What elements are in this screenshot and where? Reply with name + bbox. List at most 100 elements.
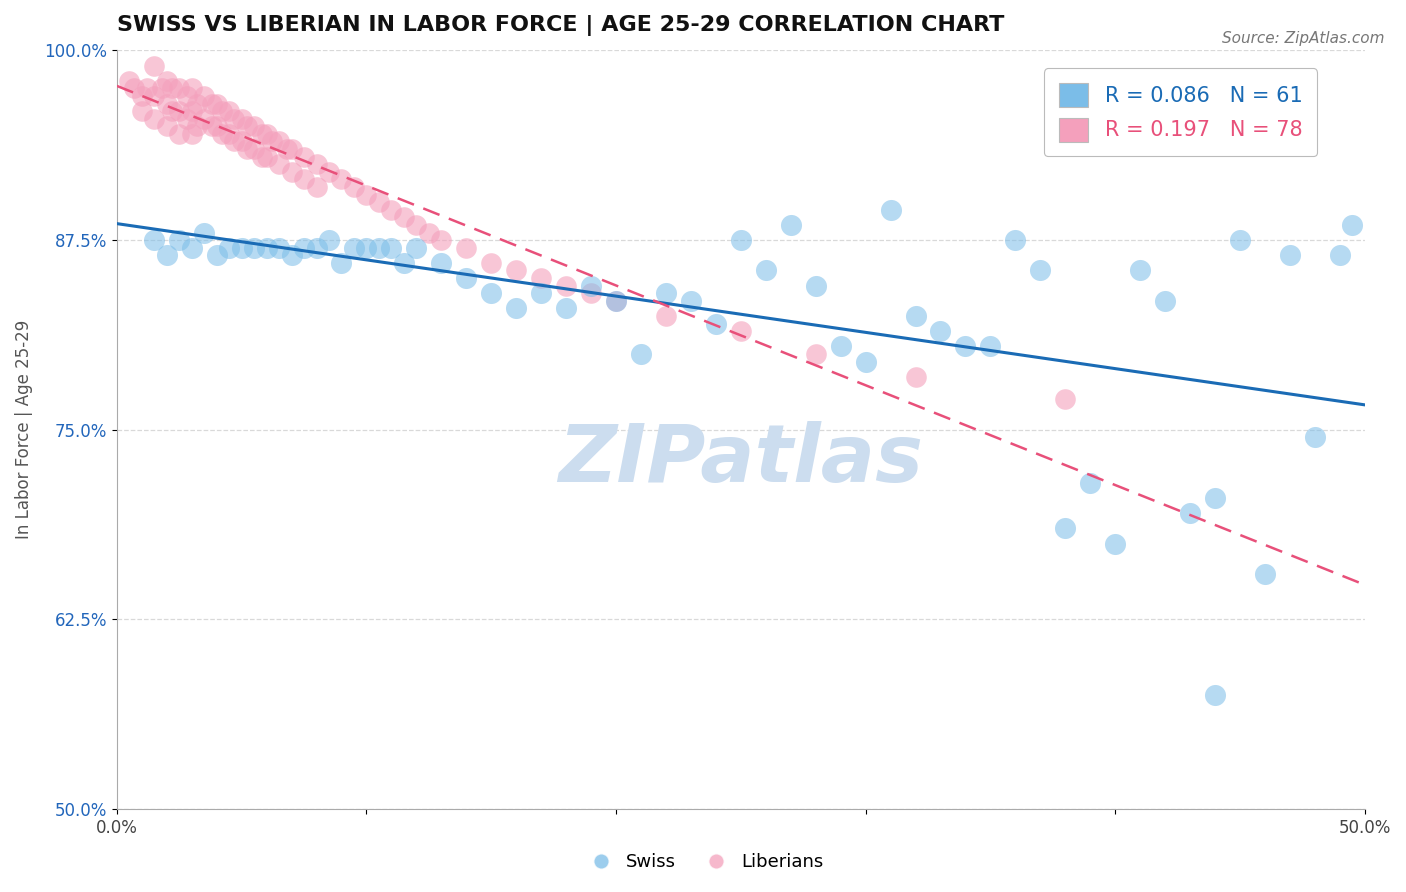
Point bbox=[176, 89, 198, 103]
Point bbox=[180, 104, 202, 119]
Point bbox=[356, 187, 378, 202]
Point bbox=[1329, 248, 1351, 262]
Point bbox=[280, 248, 302, 262]
Point bbox=[855, 354, 877, 368]
Point bbox=[1178, 506, 1201, 520]
Point bbox=[1278, 248, 1301, 262]
Point bbox=[904, 309, 927, 323]
Point bbox=[655, 309, 678, 323]
Point bbox=[1204, 689, 1226, 703]
Text: SWISS VS LIBERIAN IN LABOR FORCE | AGE 25-29 CORRELATION CHART: SWISS VS LIBERIAN IN LABOR FORCE | AGE 2… bbox=[117, 15, 1004, 36]
Point bbox=[205, 120, 228, 134]
Point bbox=[150, 81, 173, 95]
Point bbox=[305, 180, 328, 194]
Point bbox=[243, 120, 266, 134]
Point bbox=[180, 241, 202, 255]
Point bbox=[243, 241, 266, 255]
Point bbox=[605, 293, 627, 308]
Point bbox=[1229, 233, 1251, 247]
Point bbox=[201, 120, 224, 134]
Point bbox=[143, 89, 166, 103]
Point bbox=[118, 74, 141, 88]
Point bbox=[804, 347, 827, 361]
Point bbox=[479, 286, 502, 301]
Point bbox=[167, 127, 190, 141]
Point bbox=[879, 202, 901, 217]
Point bbox=[280, 142, 302, 156]
Point bbox=[292, 241, 315, 255]
Point bbox=[330, 172, 353, 186]
Point bbox=[1204, 491, 1226, 505]
Point bbox=[579, 278, 602, 293]
Point bbox=[679, 293, 702, 308]
Point bbox=[201, 96, 224, 111]
Point bbox=[186, 120, 208, 134]
Point bbox=[655, 286, 678, 301]
Legend: Swiss, Liberians: Swiss, Liberians bbox=[575, 847, 831, 879]
Point bbox=[260, 135, 283, 149]
Point bbox=[256, 150, 278, 164]
Point bbox=[380, 202, 402, 217]
Text: Source: ZipAtlas.com: Source: ZipAtlas.com bbox=[1222, 31, 1385, 46]
Point bbox=[1004, 233, 1026, 247]
Point bbox=[211, 127, 233, 141]
Point bbox=[1154, 293, 1177, 308]
Point bbox=[955, 339, 977, 353]
Point bbox=[205, 96, 228, 111]
Point bbox=[160, 81, 183, 95]
Point bbox=[124, 81, 146, 95]
Point bbox=[193, 226, 215, 240]
Point bbox=[343, 180, 366, 194]
Point bbox=[1078, 475, 1101, 490]
Point bbox=[704, 317, 727, 331]
Point bbox=[235, 142, 257, 156]
Point bbox=[318, 165, 340, 179]
Point bbox=[156, 96, 179, 111]
Point bbox=[579, 286, 602, 301]
Point bbox=[505, 301, 527, 316]
Point bbox=[367, 241, 389, 255]
Point bbox=[160, 104, 183, 119]
Point bbox=[479, 256, 502, 270]
Point bbox=[180, 81, 202, 95]
Point bbox=[979, 339, 1001, 353]
Point bbox=[176, 112, 198, 126]
Point bbox=[231, 112, 253, 126]
Y-axis label: In Labor Force | Age 25-29: In Labor Force | Age 25-29 bbox=[15, 320, 32, 540]
Point bbox=[430, 233, 453, 247]
Point bbox=[131, 89, 153, 103]
Point bbox=[250, 150, 273, 164]
Point bbox=[292, 150, 315, 164]
Point bbox=[1054, 392, 1077, 407]
Point bbox=[267, 157, 290, 171]
Point bbox=[243, 142, 266, 156]
Point bbox=[267, 135, 290, 149]
Point bbox=[1029, 263, 1052, 277]
Point bbox=[1341, 218, 1364, 232]
Point bbox=[256, 127, 278, 141]
Point bbox=[167, 233, 190, 247]
Point bbox=[418, 226, 440, 240]
Point bbox=[830, 339, 852, 353]
Point bbox=[193, 89, 215, 103]
Point bbox=[605, 293, 627, 308]
Legend: R = 0.086   N = 61, R = 0.197   N = 78: R = 0.086 N = 61, R = 0.197 N = 78 bbox=[1045, 69, 1317, 156]
Point bbox=[143, 112, 166, 126]
Point bbox=[456, 271, 478, 285]
Point bbox=[276, 142, 298, 156]
Point bbox=[218, 241, 240, 255]
Point bbox=[456, 241, 478, 255]
Point bbox=[1303, 430, 1326, 444]
Point bbox=[143, 233, 166, 247]
Point bbox=[343, 241, 366, 255]
Point bbox=[929, 324, 952, 338]
Point bbox=[167, 81, 190, 95]
Point bbox=[305, 157, 328, 171]
Point bbox=[156, 120, 179, 134]
Point bbox=[367, 195, 389, 210]
Point bbox=[1104, 536, 1126, 550]
Point bbox=[730, 233, 752, 247]
Point bbox=[143, 59, 166, 73]
Point bbox=[131, 104, 153, 119]
Point bbox=[380, 241, 402, 255]
